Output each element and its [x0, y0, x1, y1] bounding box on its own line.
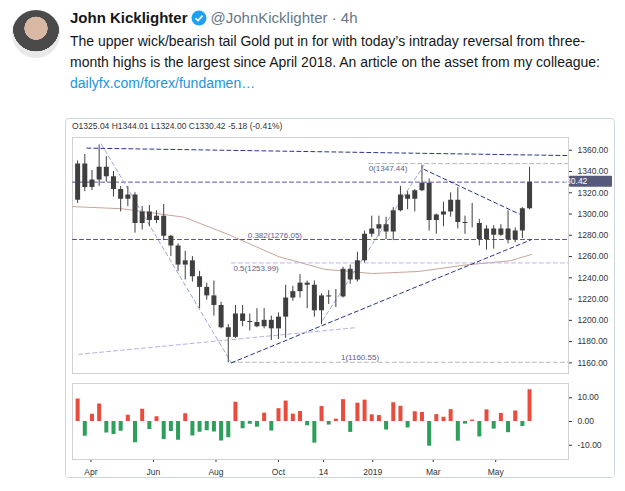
svg-text:Apr: Apr	[84, 467, 97, 477]
svg-text:1260.00: 1260.00	[578, 251, 609, 261]
svg-text:1360.00: 1360.00	[578, 145, 609, 155]
svg-text:1180.00: 1180.00	[578, 336, 608, 346]
svg-text:1280.00: 1280.00	[578, 230, 609, 240]
svg-text:1300.00: 1300.00	[578, 209, 609, 219]
svg-text:14: 14	[319, 467, 329, 477]
html-text:dailyfx.com/forex/fundamen…: dailyfx.com/forex/fundamen…	[70, 75, 256, 91]
svg-text:Aug: Aug	[208, 467, 223, 477]
svg-text:10.00: 10.00	[578, 392, 600, 402]
svg-text:1330.42: 1330.42	[557, 176, 588, 186]
svg-text:1(1160.55): 1(1160.55)	[341, 353, 379, 362]
svg-text:1160.00: 1160.00	[578, 358, 608, 368]
svg-text:0.382(1276.05): 0.382(1276.05)	[248, 231, 303, 240]
svg-text:0.00: 0.00	[578, 416, 595, 426]
svg-text:1200.00: 1200.00	[578, 315, 609, 325]
svg-text:1240.00: 1240.00	[578, 273, 609, 283]
svg-text:2019: 2019	[363, 467, 382, 477]
svg-text:Oct: Oct	[272, 467, 286, 477]
svg-text:May: May	[488, 467, 505, 477]
svg-text:Mar: Mar	[426, 467, 441, 477]
svg-text:0.5(1253.99): 0.5(1253.99)	[233, 264, 279, 273]
svg-text:1340.00: 1340.00	[578, 166, 609, 176]
html-text:O1325.04 H1344.01 L1324.00 C13: O1325.04 H1344.01 L1324.00 C1330.42 -5.1…	[72, 121, 283, 131]
html-text:John Kicklighter: John Kicklighter	[70, 9, 188, 26]
html-text:The upper wick/bearish tail Go: The upper wick/bearish tail Gold put in …	[70, 33, 600, 70]
svg-text:1320.00: 1320.00	[578, 187, 609, 197]
svg-text:1220.00: 1220.00	[578, 294, 609, 304]
svg-text:Jun: Jun	[147, 467, 161, 477]
svg-text:0(1347.44): 0(1347.44)	[369, 164, 408, 173]
html-text:@JohnKicklighter · 4h: @JohnKicklighter · 4h	[210, 9, 358, 26]
svg-text:-10.00: -10.00	[578, 440, 602, 450]
